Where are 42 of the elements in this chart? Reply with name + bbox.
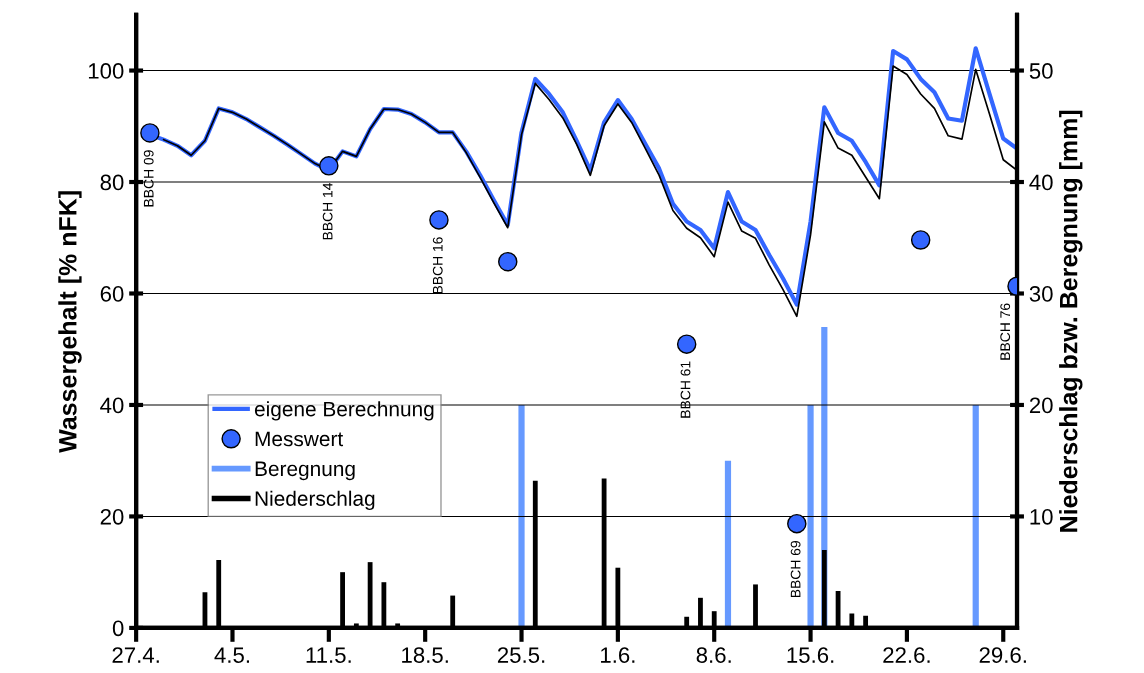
x-tick-label: 27.4. [112, 647, 159, 663]
point [319, 156, 339, 176]
annotation: BBCH 16 [432, 237, 443, 294]
y-tick-label: 20 [100, 508, 124, 525]
y2-tick-label: 20 [1029, 397, 1053, 414]
y2-tick-label: 50 [1029, 63, 1053, 79]
y-tick-label: 80 [100, 174, 124, 191]
x-tick-label: 29.6. [979, 647, 1026, 663]
point [498, 251, 518, 272]
legend-label: Niederschlag [255, 490, 375, 511]
annotation: BBCH 09 [143, 150, 154, 207]
x-tick-label: 8.6. [696, 647, 731, 663]
bar [972, 404, 979, 628]
annotation: BBCH 69 [790, 541, 801, 598]
legend-label: eigene Berechnung [254, 401, 434, 421]
x-tick-label: 15.6. [787, 647, 834, 663]
legend-label: Messwert [255, 431, 344, 447]
x-tick-label: 11.5. [306, 647, 351, 663]
y-axis-title: Wassergehalt [% nFK] [58, 191, 82, 453]
annotation: BBCH 14 [322, 182, 333, 240]
legend-label: Beregnung [255, 461, 355, 481]
y-tick-label: 100 [88, 63, 124, 79]
y-tick-label: 0 [112, 620, 124, 637]
x-tick-label: 18.5. [402, 647, 448, 663]
point [910, 230, 931, 250]
annotation: BBCH 76 [1000, 303, 1011, 360]
x-tick-label: 4.5. [214, 647, 249, 663]
point [787, 513, 807, 534]
point [676, 334, 697, 354]
annotation: BBCH 61 [680, 361, 691, 418]
y2-tick-label: 40 [1029, 174, 1053, 191]
point [140, 123, 160, 143]
x-tick-label: 1.6. [601, 647, 635, 663]
bar [724, 460, 732, 628]
x-tick-label: 22.6. [883, 647, 930, 663]
y2-axis-title: Niederschlag bzw. Beregnung [mm] [1059, 110, 1083, 532]
x-tick-label: 25.5. [497, 647, 545, 663]
y-tick-label: 60 [100, 286, 124, 302]
y-tick-label: 40 [100, 397, 124, 414]
point [429, 210, 449, 230]
y2-tick-label: 30 [1029, 286, 1053, 302]
y2-tick-label: 10 [1030, 508, 1053, 525]
